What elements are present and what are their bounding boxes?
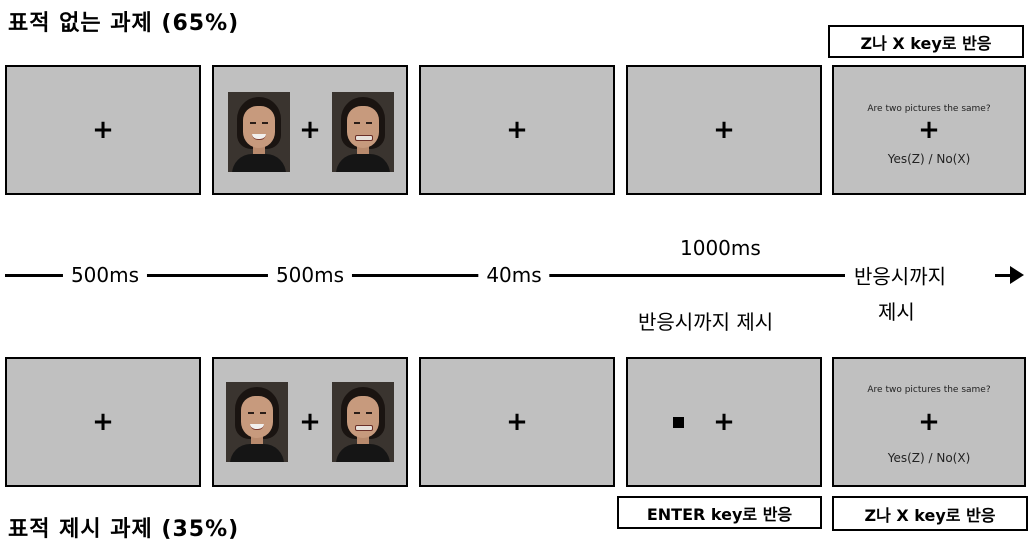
bottom-enter-key-box: ENTER key로 반응 xyxy=(617,496,822,529)
arrow-shaft xyxy=(995,274,1011,277)
question-text: Are two pictures the same? xyxy=(867,385,991,395)
bottom-condition-title: 표적 제시 과제 (35%) xyxy=(8,517,240,542)
disgust-face-image xyxy=(332,92,394,172)
top-panel-faces: + xyxy=(212,65,408,195)
top-panel-fixation-2: + xyxy=(419,65,615,195)
duration-response-final-line2: 제시 xyxy=(878,300,915,324)
fixation-cross: + xyxy=(713,115,735,145)
happy-face-image xyxy=(226,382,288,462)
fixation-cross: + xyxy=(299,115,321,145)
target-square-icon xyxy=(673,417,684,428)
bottom-panel-fixation-2: + xyxy=(419,357,615,487)
fixation-cross: + xyxy=(506,407,528,437)
disgust-face-image xyxy=(332,382,394,462)
duration-40ms: 40ms xyxy=(478,263,550,287)
bottom-panel-faces: + xyxy=(212,357,408,487)
fixation-cross: + xyxy=(299,407,321,437)
duration-until-response: 반응시까지 제시 xyxy=(638,310,774,334)
bottom-panel-fixation-1: + xyxy=(5,357,201,487)
duration-500ms-2: 500ms xyxy=(267,263,353,287)
answer-options: Yes(Z) / No(X) xyxy=(887,451,971,465)
fixation-cross: + xyxy=(918,115,940,145)
top-panel-question: Are two pictures the same? + Yes(Z) / No… xyxy=(832,65,1026,195)
timeline-line xyxy=(5,274,845,277)
fixation-cross: + xyxy=(918,407,940,437)
timeline-arrow-icon xyxy=(1010,266,1024,284)
question-text: Are two pictures the same? xyxy=(867,104,991,114)
bottom-panel-target: + xyxy=(626,357,822,487)
fixation-cross: + xyxy=(506,115,528,145)
fixation-cross: + xyxy=(92,115,114,145)
happy-face-image xyxy=(228,92,290,172)
duration-500ms-1: 500ms xyxy=(62,263,148,287)
top-condition-title: 표적 없는 과제 (65%) xyxy=(8,11,240,36)
top-panel-fixation-1: + xyxy=(5,65,201,195)
fixation-cross: + xyxy=(713,407,735,437)
top-panel-fixation-3: + xyxy=(626,65,822,195)
duration-response-final: 반응시까지 xyxy=(846,260,954,290)
bottom-response-key-box: Z나 X key로 반응 xyxy=(832,496,1028,531)
duration-1000ms: 1000ms xyxy=(680,236,761,260)
fixation-cross: + xyxy=(92,407,114,437)
answer-options: Yes(Z) / No(X) xyxy=(887,152,971,166)
top-response-key-box: Z나 X key로 반응 xyxy=(828,25,1024,58)
bottom-panel-question: Are two pictures the same? + Yes(Z) / No… xyxy=(832,357,1026,487)
